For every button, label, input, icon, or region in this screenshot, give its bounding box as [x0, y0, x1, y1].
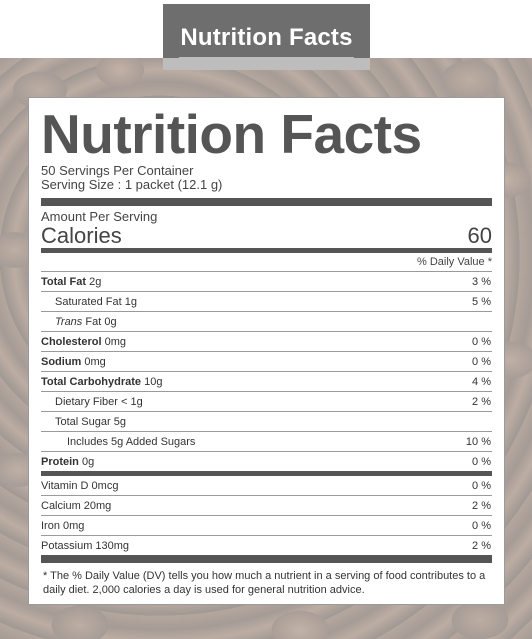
thick-divider — [41, 198, 492, 206]
nutrient-amount: < 1g — [121, 395, 143, 408]
nutrient-row-cholesterol: Cholesterol 0mg 0 % — [41, 332, 492, 352]
vitamin-dv: 2 % — [472, 499, 491, 512]
nutrient-dv: 2 % — [472, 395, 491, 408]
calories-label: Calories — [41, 223, 122, 248]
nutrient-dv: 0 % — [472, 335, 491, 348]
nutrient-name: Dietary Fiber — [55, 395, 118, 408]
medium-divider — [41, 471, 492, 476]
nutrient-dv: 0 % — [472, 455, 491, 468]
serving-size: Serving Size : 1 packet (12.1 g) — [41, 177, 223, 192]
nutrient-name: Cholesterol — [41, 335, 102, 348]
vitamin-name: Vitamin D 0mcg — [41, 479, 119, 492]
nutrient-amount: 5g — [113, 415, 126, 428]
daily-value-header: % Daily Value * — [41, 253, 492, 272]
vitamin-dv: 0 % — [472, 479, 491, 492]
title-tag-text: Nutrition Facts — [180, 24, 353, 51]
nutrient-row-saturated-fat: Saturated Fat 1g 5 % — [41, 292, 492, 312]
vitamin-name: Calcium 20mg — [41, 499, 112, 512]
vitamin-row-potassium: Potassium 130mg 2 % — [41, 536, 492, 555]
nutrient-row-added-sugars: Includes 5g Added Sugars 10 % — [41, 432, 492, 452]
nutrient-amount: 0g — [81, 455, 95, 468]
nutrient-name: Total Carbohydrate — [41, 375, 142, 388]
label-heading: Nutrition Facts — [41, 103, 422, 165]
vitamin-row-calcium: Calcium 20mg 2 % — [41, 496, 492, 516]
vitamin-row-iron: Iron 0mg 0 % — [41, 516, 492, 536]
nutrient-row-sodium: Sodium 0mg 0 % — [41, 352, 492, 372]
nutrient-name: Total Sugar — [55, 415, 111, 428]
amount-per-serving: Amount Per Serving — [41, 209, 158, 224]
medium-divider — [41, 248, 492, 253]
nutrient-row-total-carbohydrate: Total Carbohydrate 10g 4 % — [41, 372, 492, 392]
calories-row: Calories 60 — [41, 224, 492, 248]
nutrient-name: Protein — [41, 455, 79, 468]
vitamin-name: Iron 0mg — [41, 519, 85, 532]
nutrient-row-protein: Protein 0g 0 % — [41, 452, 492, 471]
nutrient-name: Sodium — [41, 355, 82, 368]
nutrient-dv: 10 % — [465, 435, 491, 448]
calories-value: 60 — [467, 223, 492, 248]
nutrient-name: Includes 5g Added Sugars — [67, 435, 196, 448]
footnote: * The % Daily Value (DV) tells you how m… — [43, 570, 486, 596]
nutrient-amount: 2g — [89, 275, 102, 288]
nutrient-amount: 1g — [124, 295, 137, 308]
nutrient-row-total-fat: Total Fat 2g 3 % — [41, 272, 492, 292]
nutrient-dv: 5 % — [472, 295, 491, 308]
nutrient-name: Trans — [55, 315, 83, 328]
nutrient-dv: 0 % — [472, 355, 491, 368]
vitamin-dv: 2 % — [472, 539, 491, 552]
nutrient-amount: 10g — [144, 375, 163, 388]
nutrition-label: Nutrition Facts 50 Servings Per Containe… — [28, 97, 505, 605]
vitamin-dv: 0 % — [472, 519, 491, 532]
nutrient-row-total-sugar: Total Sugar 5g — [41, 412, 492, 432]
servings-per-container: 50 Servings Per Container — [41, 163, 194, 178]
nutrient-name: Total Fat — [41, 275, 87, 288]
nutrient-name: Saturated Fat — [55, 295, 122, 308]
nutrient-row-trans-fat: Trans Fat 0g — [41, 312, 492, 332]
thick-divider — [41, 555, 492, 563]
nutrient-amount: Fat 0g — [85, 315, 117, 328]
nutrient-row-dietary-fiber: Dietary Fiber < 1g 2 % — [41, 392, 492, 412]
nutrient-dv: 4 % — [472, 375, 491, 388]
nutrient-dv: 3 % — [472, 275, 491, 288]
nutrient-amount: 0mg — [84, 355, 106, 368]
nutrient-amount: 0mg — [104, 335, 126, 348]
vitamin-row-vitamin-d: Vitamin D 0mcg 0 % — [41, 476, 492, 496]
vitamin-name: Potassium 130mg — [41, 539, 130, 552]
